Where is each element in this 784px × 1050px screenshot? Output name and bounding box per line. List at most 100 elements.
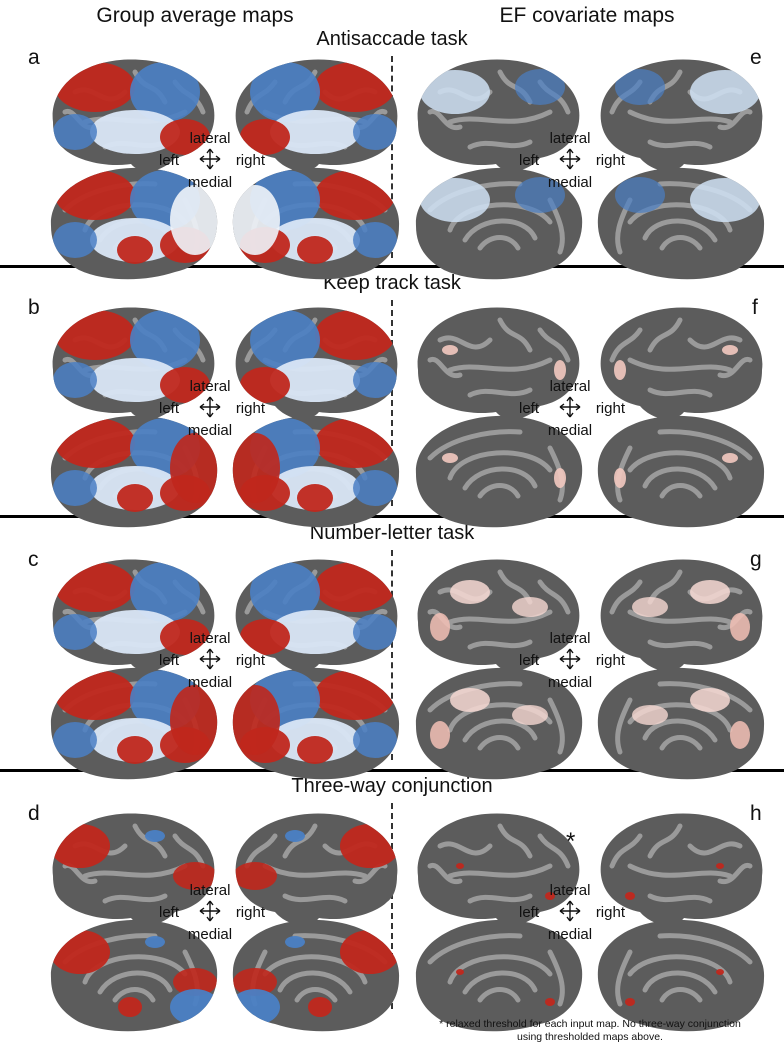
activation-blob [250, 310, 320, 370]
section-title-antisaccade: Antisaccade task [316, 28, 468, 50]
sulci-pattern [609, 317, 753, 398]
activation-blob [53, 222, 97, 258]
activation-blob [456, 969, 464, 975]
cortex-surface [417, 813, 580, 926]
right-label: right [595, 904, 625, 921]
activation-blob [130, 62, 200, 122]
lateral-label: lateral [549, 130, 591, 147]
activation-blob [250, 562, 320, 622]
activation-blob [117, 736, 153, 764]
activation-blob [232, 685, 280, 755]
orientation-legend: lateral left right medial [155, 630, 265, 694]
medial-label: medial [547, 674, 593, 691]
activation-blob [50, 930, 110, 974]
orientation-legend: lateral left right medial [155, 882, 265, 946]
group-average-lateral-brain [235, 559, 398, 672]
orientation-legend: lateral left right medial [515, 630, 625, 694]
ef-covariate-medial-brain [597, 919, 765, 1032]
activation-blob [554, 468, 566, 488]
right-label: right [595, 152, 625, 169]
activation-blob [315, 670, 395, 720]
column-separator [391, 300, 393, 506]
section-title-conjunction: Three-way conjunction [291, 775, 493, 797]
ef-covariate-lateral-brain [600, 59, 763, 172]
activation-blob [456, 863, 464, 869]
asterisk-marker: * [566, 828, 576, 855]
activation-blob [90, 610, 180, 654]
activation-blob [450, 580, 490, 604]
activation-blob [614, 468, 626, 488]
section-divider [0, 769, 784, 772]
activation-blob [117, 484, 153, 512]
activation-blob [554, 360, 566, 380]
ef-covariate-medial-brain [415, 167, 583, 280]
activation-blob [170, 433, 218, 503]
cross-arrow-icon [199, 396, 221, 418]
activation-blob [53, 614, 97, 650]
activation-blob [53, 114, 97, 150]
orientation-legend: lateral left right medial [515, 882, 625, 946]
activation-blob [173, 968, 217, 996]
activation-blob [512, 597, 548, 617]
cortex-surface [417, 307, 580, 420]
activation-blob [270, 358, 360, 402]
activation-blob [353, 722, 397, 758]
activation-blob [170, 685, 218, 755]
ef-covariate-medial-brain [597, 167, 765, 280]
activation-blob [270, 110, 360, 154]
activation-blob [55, 418, 135, 468]
group-average-lateral-brain [52, 59, 215, 172]
ef-covariate-medial-brain [415, 667, 583, 780]
group-average-lateral-brain [235, 813, 398, 926]
activation-blob [233, 968, 277, 996]
activation-blob [716, 863, 724, 869]
activation-blob [55, 670, 135, 720]
activation-blob [240, 119, 290, 155]
group-average-medial-brain [232, 415, 400, 528]
medial-label: medial [547, 174, 593, 191]
activation-blob [145, 830, 165, 842]
activation-blob [690, 688, 730, 712]
right-label: right [235, 904, 265, 921]
activation-blob [297, 236, 333, 264]
column-separator [391, 550, 393, 760]
activation-blob [315, 562, 395, 612]
panel-label-g: g [750, 548, 762, 571]
orientation-legend: lateral left right medial [155, 130, 265, 194]
panel-label-b: b [28, 296, 40, 319]
activation-blob [625, 892, 635, 900]
activation-blob [353, 114, 397, 150]
ef-covariate-lateral-brain [600, 813, 763, 926]
group-average-medial-brain [50, 167, 218, 280]
activation-blob [160, 619, 210, 655]
ef-covariate-lateral-brain [600, 307, 763, 420]
activation-blob [730, 721, 750, 749]
cross-arrow-icon [559, 648, 581, 670]
ef-covariate-medial-brain [415, 919, 583, 1032]
sulci-pattern [427, 317, 571, 398]
panel-label-f: f [752, 296, 758, 319]
left-label: left [519, 904, 540, 921]
activation-blob [232, 433, 280, 503]
activation-blob [615, 69, 665, 105]
activation-blob [315, 62, 395, 112]
activation-blob [160, 367, 210, 403]
cross-arrow-icon [559, 900, 581, 922]
sulci-pattern [427, 933, 565, 1007]
activation-blob [632, 597, 668, 617]
activation-blob [117, 236, 153, 264]
activation-blob [232, 989, 280, 1025]
group-average-medial-brain [232, 919, 400, 1032]
activation-blob [690, 178, 760, 222]
lateral-label: lateral [549, 378, 591, 395]
orientation-legend: lateral left right medial [515, 130, 625, 194]
activation-blob [315, 170, 395, 220]
medial-label: medial [187, 674, 233, 691]
right-label: right [595, 400, 625, 417]
cortex-surface [600, 307, 763, 420]
activation-blob [173, 862, 215, 890]
activation-blob [430, 613, 450, 641]
activation-blob [420, 178, 490, 222]
left-label: left [159, 400, 180, 417]
activation-blob [690, 580, 730, 604]
